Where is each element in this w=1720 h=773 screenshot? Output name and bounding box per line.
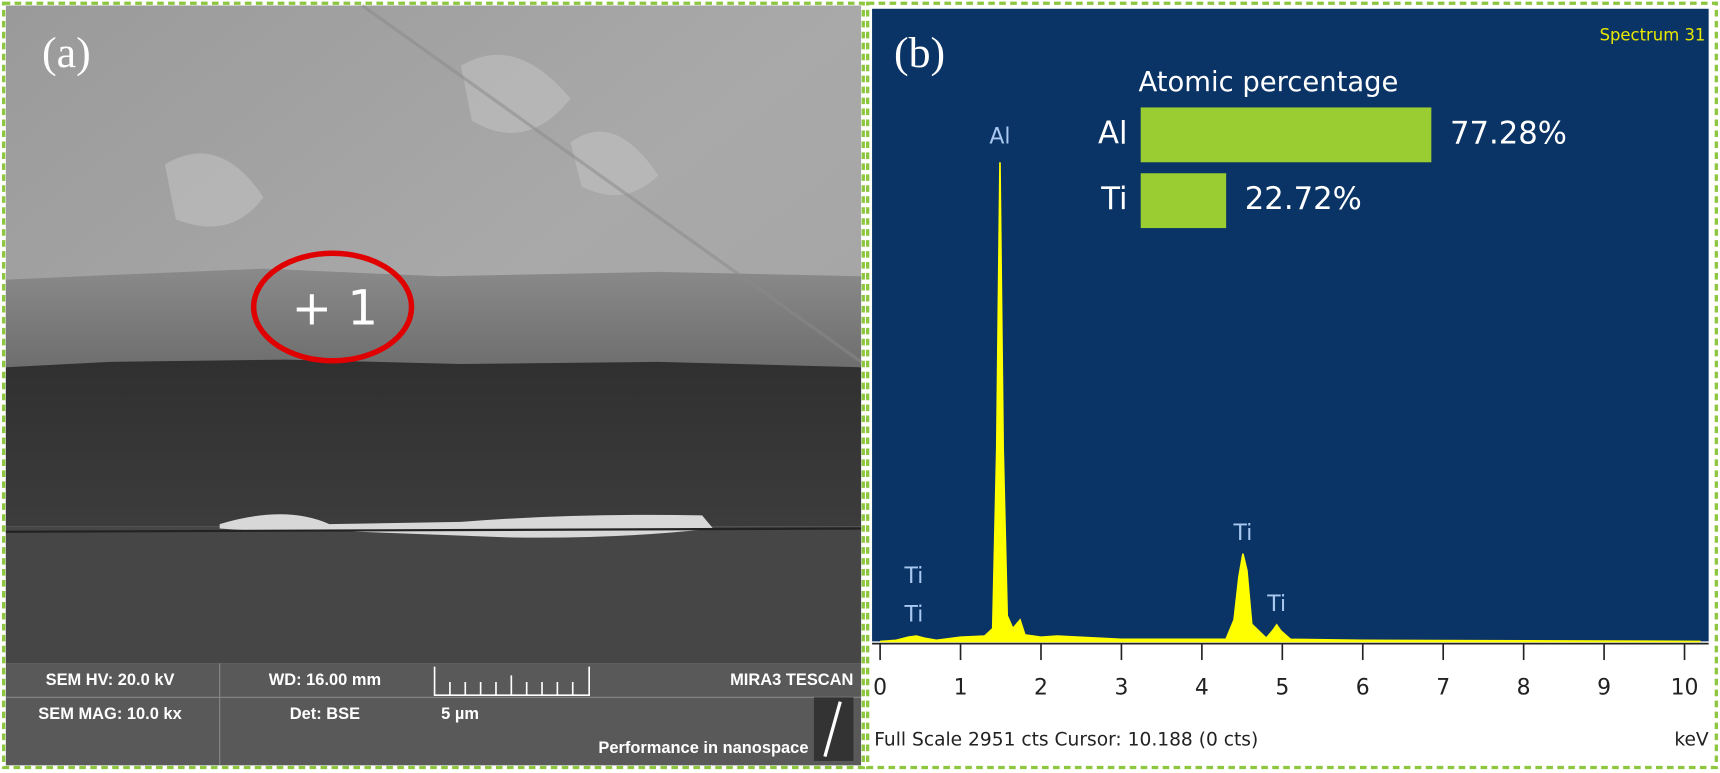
point-label: + 1 — [292, 280, 378, 336]
sem-texture — [164, 54, 659, 227]
sem-texture — [361, 4, 863, 364]
sem-boundary — [5, 527, 862, 533]
info-text: Det: BSE — [290, 705, 360, 723]
x-tick-label: 6 — [1356, 676, 1370, 701]
panel-label: (b) — [894, 29, 945, 77]
peak-label: Ti — [1266, 592, 1286, 617]
x-tick-label: 5 — [1275, 676, 1289, 701]
x-tick-label: 8 — [1517, 676, 1531, 701]
value-label: 22.72% — [1245, 182, 1362, 217]
inset-title: Atomic percentage — [1138, 67, 1398, 98]
category-label: Ti — [1100, 182, 1127, 217]
bar — [1140, 173, 1227, 229]
x-tick-label: 9 — [1597, 676, 1611, 701]
scale-bar — [433, 666, 590, 696]
info-text: MIRA3 TESCAN — [730, 671, 853, 689]
x-tick-label: 2 — [1034, 676, 1048, 701]
bar — [1140, 107, 1432, 163]
peak-label: Ti — [903, 564, 923, 589]
sem-layer — [5, 268, 862, 368]
x-tick-label: 1 — [954, 676, 968, 701]
value-label: 77.28% — [1450, 116, 1567, 151]
spectrum-name: Spectrum 31 — [1600, 26, 1706, 45]
status-text: Full Scale 2951 cts Cursor: 10.188 (0 ct… — [874, 730, 1258, 751]
x-tick-label: 4 — [1195, 676, 1209, 701]
peak-label: Ti — [903, 603, 923, 628]
peak-label: Ti — [1232, 521, 1252, 546]
panel-label: (a) — [42, 29, 91, 77]
category-label: Al — [1098, 116, 1128, 151]
panel-frame — [2, 1, 865, 770]
sem-layer — [5, 526, 862, 664]
panel-a: SEM HV: 20.0 kV WD: 16.00 mm MIRA3 TESCA… — [2, 1, 865, 770]
panel-frame — [866, 1, 1718, 770]
info-text: WD: 16.00 mm — [269, 671, 381, 689]
info-text: 5 µm — [441, 705, 479, 723]
info-bar — [5, 663, 862, 766]
x-tick-label: 0 — [873, 676, 887, 701]
axis-area — [872, 641, 1709, 766]
x-tick-label: 3 — [1114, 676, 1128, 701]
sem-layer — [5, 359, 862, 527]
spectrum — [880, 162, 1701, 643]
panel-b: Spectrum 31 (b) Full Scale 2951 cts Curs… — [866, 1, 1718, 770]
x-tick-label: 10 — [1671, 676, 1699, 701]
info-text: SEM HV: 20.0 kV — [46, 671, 175, 689]
unit-label: keV — [1674, 730, 1709, 751]
info-text: Performance in nanospace — [598, 739, 808, 757]
highlight-ellipse — [250, 250, 415, 364]
sem-bright-line — [219, 514, 714, 538]
x-tick-label: 7 — [1436, 676, 1450, 701]
peak-label: Al — [989, 125, 1010, 150]
info-text: SEM MAG: 10.0 kx — [38, 705, 182, 723]
logo-mark — [823, 701, 842, 757]
